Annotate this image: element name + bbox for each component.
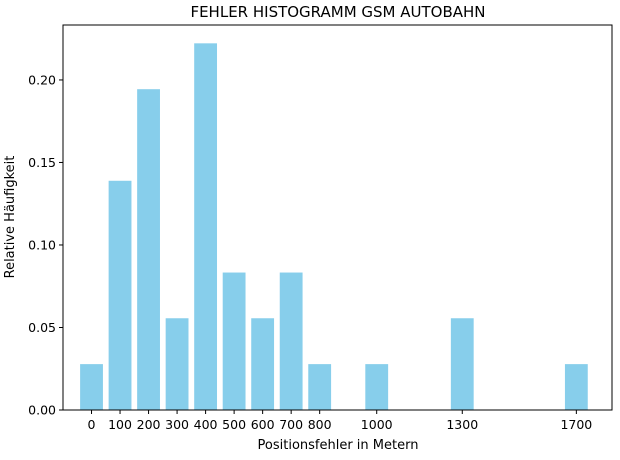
bar-400: [194, 43, 218, 410]
y-tick-label: 0.20: [28, 72, 56, 87]
x-tick-label: 700: [279, 417, 303, 432]
x-tick-label: 1300: [446, 417, 478, 432]
plot-frame: [62, 24, 613, 411]
y-ticks-group: 0.00 0.05 0.10 0.15 0.20: [28, 72, 63, 418]
x-ticks-group: 0 100 200 300 400 500 600 700 800 1000 1300 1700: [88, 410, 592, 432]
bar-1700: [564, 364, 588, 410]
x-tick-label: 0: [88, 417, 96, 432]
bar-1000: [365, 364, 389, 410]
bar-0: [80, 364, 103, 410]
bar-500: [222, 272, 246, 410]
x-tick-label: 500: [222, 417, 246, 432]
bar-600: [251, 318, 275, 410]
chart-title: FEHLER HISTOGRAMM GSM AUTOBAHN: [190, 3, 485, 21]
bar-100: [108, 180, 132, 410]
bar-300: [165, 318, 189, 410]
y-tick-label: 0.10: [28, 237, 56, 252]
y-tick-label: 0.00: [28, 403, 56, 418]
bar-700: [279, 272, 303, 410]
bar-1300: [450, 318, 474, 410]
x-tick-label: 1700: [560, 417, 592, 432]
y-tick-label: 0.05: [28, 320, 56, 335]
y-axis-label: Relative Häufigkeit: [3, 156, 18, 279]
bars-group: [80, 43, 588, 410]
x-tick-label: 200: [137, 417, 161, 432]
x-tick-label: 800: [308, 417, 332, 432]
x-tick-label: 1000: [361, 417, 393, 432]
bar-200: [137, 89, 160, 410]
x-tick-label: 100: [108, 417, 132, 432]
x-tick-label: 400: [194, 417, 218, 432]
x-tick-label: 600: [251, 417, 275, 432]
bar-800: [308, 364, 332, 410]
y-tick-label: 0.15: [28, 155, 56, 170]
x-axis-label: Positionsfehler in Metern: [258, 438, 419, 453]
x-tick-label: 300: [165, 417, 189, 432]
